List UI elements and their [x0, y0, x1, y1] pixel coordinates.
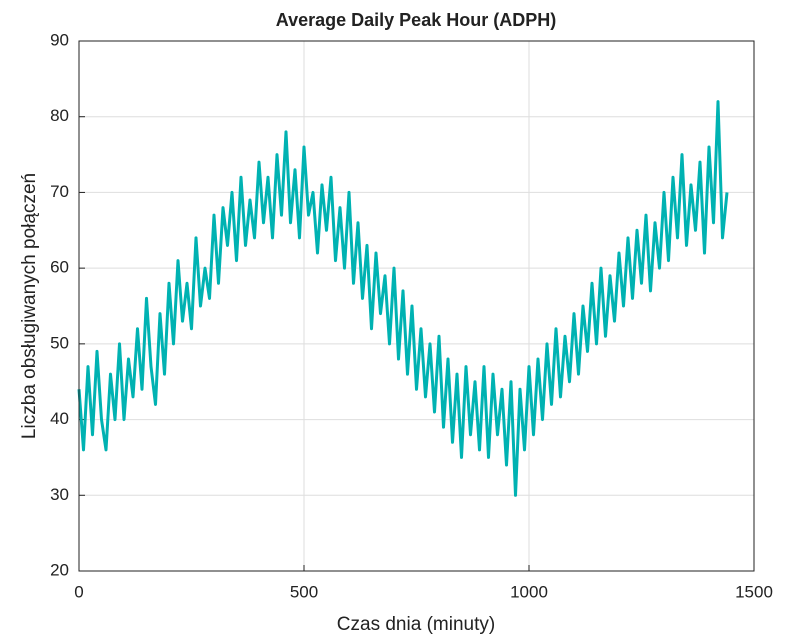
x-tick-label: 1000 — [510, 582, 548, 601]
x-axis-label: Czas dnia (minuty) — [337, 614, 495, 635]
chart-title: Average Daily Peak Hour (ADPH) — [276, 10, 556, 30]
y-tick-label: 80 — [50, 106, 69, 125]
x-tick-label: 1500 — [735, 582, 773, 601]
y-axis-label: Liczba obsługiwanych połączeń — [19, 173, 40, 439]
y-tick-label: 50 — [50, 333, 69, 352]
x-tick-label: 500 — [290, 582, 318, 601]
plot-frame — [78, 40, 755, 572]
y-tick-label: 70 — [50, 182, 69, 201]
x-tick-label: 0 — [74, 582, 83, 601]
y-tick-label: 60 — [50, 258, 69, 277]
y-tick-label: 30 — [50, 485, 69, 504]
data-line — [77, 100, 729, 497]
y-tick-label: 90 — [50, 30, 69, 49]
y-tick-label: 40 — [50, 409, 69, 428]
y-tick-label: 20 — [50, 560, 69, 579]
